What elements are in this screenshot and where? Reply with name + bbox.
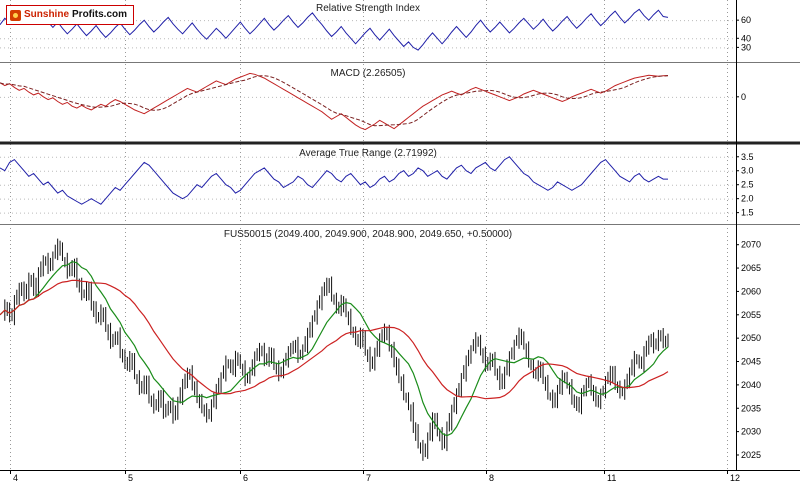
- y-tick-label: 3.0: [741, 166, 754, 176]
- y-tick-label: 2.0: [741, 194, 754, 204]
- ma-fast-line: [0, 260, 669, 437]
- y-tick-label: 2035: [741, 403, 761, 413]
- x-tick-label: 7: [366, 473, 371, 483]
- y-tick-label: 1.5: [741, 208, 754, 218]
- brand-name-part1: Sunshine: [24, 9, 70, 20]
- y-tick-label: 2060: [741, 286, 761, 296]
- y-tick-label: 2045: [741, 357, 761, 367]
- y-tick-label: 30: [741, 42, 751, 52]
- sun-logo-icon: [10, 9, 21, 21]
- ohlc-bars: [4, 238, 669, 461]
- x-tick-label: 6: [243, 473, 248, 483]
- macd-signal-line: [0, 75, 669, 127]
- y-tick-label: 0: [741, 92, 746, 102]
- y-tick-label: 60: [741, 15, 751, 25]
- panel-separators: [0, 0, 800, 471]
- series: [0, 8, 669, 461]
- rsi-line: [0, 8, 669, 51]
- y-tick-label: 2055: [741, 310, 761, 320]
- ma-slow-line: [0, 279, 669, 400]
- y-tick-label: 2.5: [741, 180, 754, 190]
- brand-name-part2: Profits.com: [72, 9, 128, 20]
- macd-line: [0, 72, 669, 131]
- x-tick-label: 11: [607, 473, 616, 483]
- gridlines: [0, 0, 736, 474]
- y-tick-label: 40: [741, 33, 751, 43]
- y-tick-label: 2030: [741, 427, 761, 437]
- y-tick-label: 2025: [741, 450, 761, 460]
- x-tick-label: 5: [128, 473, 133, 483]
- brand-logo: Sunshine Profits.com: [6, 5, 135, 25]
- y-tick-label: 2065: [741, 263, 761, 273]
- x-tick-label: 12: [730, 473, 740, 483]
- x-tick-label: 4: [13, 473, 18, 483]
- y-tick-label: 2070: [741, 240, 761, 250]
- y-tick-label: 2040: [741, 380, 761, 390]
- y-tick-label: 2050: [741, 333, 761, 343]
- x-tick-label: 8: [489, 473, 494, 483]
- y-tick-label: 3.5: [741, 152, 754, 162]
- atr-line: [0, 156, 668, 205]
